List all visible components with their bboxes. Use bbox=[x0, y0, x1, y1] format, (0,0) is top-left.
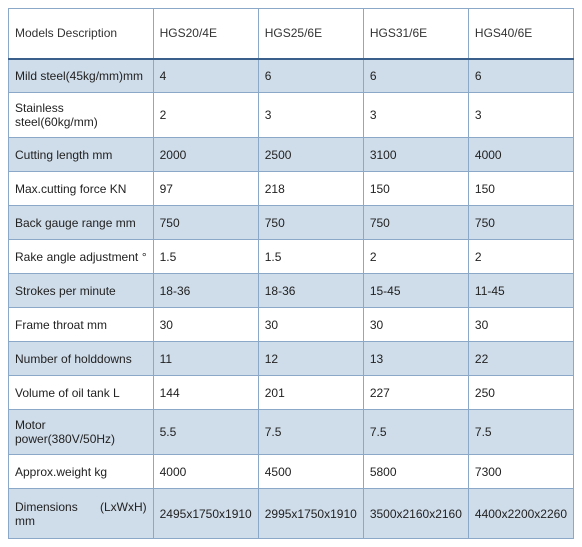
table-row: Cutting length mm2000250031004000 bbox=[9, 138, 574, 172]
row-value: 11-45 bbox=[468, 274, 573, 308]
table-row: Approx.weight kg4000450058007300 bbox=[9, 455, 574, 489]
row-value: 7300 bbox=[468, 455, 573, 489]
row-value: 2 bbox=[153, 93, 258, 138]
row-label: Stainless steel(60kg/mm) bbox=[9, 93, 154, 138]
header-model-3: HGS40/6E bbox=[468, 9, 573, 59]
row-value: 150 bbox=[468, 172, 573, 206]
row-value: 3 bbox=[468, 93, 573, 138]
row-value: 4000 bbox=[468, 138, 573, 172]
row-value: 7.5 bbox=[363, 410, 468, 455]
row-value: 6 bbox=[468, 59, 573, 93]
row-label: Strokes per minute bbox=[9, 274, 154, 308]
row-value: 4000 bbox=[153, 455, 258, 489]
row-value: 750 bbox=[258, 206, 363, 240]
table-row: Volume of oil tank L144201227250 bbox=[9, 376, 574, 410]
row-value: 3500x2160x2160 bbox=[363, 489, 468, 539]
header-model-1: HGS25/6E bbox=[258, 9, 363, 59]
row-value: 15-45 bbox=[363, 274, 468, 308]
row-label: Volume of oil tank L bbox=[9, 376, 154, 410]
row-value: 13 bbox=[363, 342, 468, 376]
row-value: 6 bbox=[363, 59, 468, 93]
row-label: Approx.weight kg bbox=[9, 455, 154, 489]
row-label: Motor power(380V/50Hz) bbox=[9, 410, 154, 455]
table-row: Frame throat mm30303030 bbox=[9, 308, 574, 342]
table-row: Back gauge range mm750750750750 bbox=[9, 206, 574, 240]
row-value: 2 bbox=[468, 240, 573, 274]
row-value: 18-36 bbox=[258, 274, 363, 308]
table-row: Dimensions (LxWxH) mm2495x1750x19102995x… bbox=[9, 489, 574, 539]
row-value: 2995x1750x1910 bbox=[258, 489, 363, 539]
table-row: Motor power(380V/50Hz)5.57.57.57.5 bbox=[9, 410, 574, 455]
row-value: 3100 bbox=[363, 138, 468, 172]
row-value: 5.5 bbox=[153, 410, 258, 455]
table-row: Mild steel(45kg/mm)mm4666 bbox=[9, 59, 574, 93]
row-value: 7.5 bbox=[468, 410, 573, 455]
row-value: 1.5 bbox=[153, 240, 258, 274]
row-value: 2000 bbox=[153, 138, 258, 172]
row-value: 3 bbox=[258, 93, 363, 138]
row-value: 201 bbox=[258, 376, 363, 410]
row-value: 3 bbox=[363, 93, 468, 138]
row-value: 2 bbox=[363, 240, 468, 274]
row-label: Rake angle adjustment ° bbox=[9, 240, 154, 274]
row-value: 150 bbox=[363, 172, 468, 206]
row-value: 227 bbox=[363, 376, 468, 410]
row-value: 144 bbox=[153, 376, 258, 410]
row-value: 5800 bbox=[363, 455, 468, 489]
row-label: Cutting length mm bbox=[9, 138, 154, 172]
row-value: 30 bbox=[258, 308, 363, 342]
row-value: 12 bbox=[258, 342, 363, 376]
row-label: Dimensions (LxWxH) mm bbox=[9, 489, 154, 539]
spec-table: Models Description HGS20/4E HGS25/6E HGS… bbox=[8, 8, 574, 539]
table-header-row: Models Description HGS20/4E HGS25/6E HGS… bbox=[9, 9, 574, 59]
row-label: Max.cutting force KN bbox=[9, 172, 154, 206]
row-value: 7.5 bbox=[258, 410, 363, 455]
header-models-description: Models Description bbox=[9, 9, 154, 59]
row-label: Frame throat mm bbox=[9, 308, 154, 342]
header-model-0: HGS20/4E bbox=[153, 9, 258, 59]
row-value: 4 bbox=[153, 59, 258, 93]
row-value: 11 bbox=[153, 342, 258, 376]
header-model-2: HGS31/6E bbox=[363, 9, 468, 59]
table-row: Max.cutting force KN97218150150 bbox=[9, 172, 574, 206]
row-value: 250 bbox=[468, 376, 573, 410]
row-label: Back gauge range mm bbox=[9, 206, 154, 240]
row-value: 22 bbox=[468, 342, 573, 376]
row-value: 4500 bbox=[258, 455, 363, 489]
row-value: 1.5 bbox=[258, 240, 363, 274]
row-value: 750 bbox=[153, 206, 258, 240]
row-value: 18-36 bbox=[153, 274, 258, 308]
row-value: 30 bbox=[153, 308, 258, 342]
row-value: 750 bbox=[363, 206, 468, 240]
row-label: Mild steel(45kg/mm)mm bbox=[9, 59, 154, 93]
row-label: Number of holddowns bbox=[9, 342, 154, 376]
row-value: 4400x2200x2260 bbox=[468, 489, 573, 539]
table-row: Strokes per minute18-3618-3615-4511-45 bbox=[9, 274, 574, 308]
row-value: 6 bbox=[258, 59, 363, 93]
row-value: 97 bbox=[153, 172, 258, 206]
row-value: 30 bbox=[363, 308, 468, 342]
row-value: 2500 bbox=[258, 138, 363, 172]
table-body: Mild steel(45kg/mm)mm4666Stainless steel… bbox=[9, 59, 574, 539]
row-value: 2495x1750x1910 bbox=[153, 489, 258, 539]
row-value: 750 bbox=[468, 206, 573, 240]
table-row: Rake angle adjustment °1.51.522 bbox=[9, 240, 574, 274]
row-value: 218 bbox=[258, 172, 363, 206]
table-row: Number of holddowns11121322 bbox=[9, 342, 574, 376]
row-value: 30 bbox=[468, 308, 573, 342]
table-row: Stainless steel(60kg/mm)2333 bbox=[9, 93, 574, 138]
